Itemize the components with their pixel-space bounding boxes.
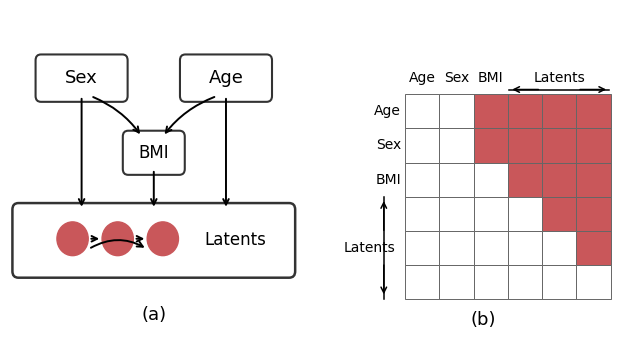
Bar (577, 163, 611, 197)
Bar (542, 265, 577, 299)
Bar (439, 94, 474, 128)
Bar (439, 163, 474, 197)
Bar (577, 128, 611, 163)
FancyBboxPatch shape (12, 203, 295, 278)
Bar (474, 265, 508, 299)
Bar (508, 94, 542, 128)
Text: Sex: Sex (376, 139, 401, 152)
Text: Age: Age (209, 69, 243, 87)
Text: Latents: Latents (343, 241, 395, 255)
Bar (405, 128, 439, 163)
Bar (542, 163, 577, 197)
FancyBboxPatch shape (36, 54, 127, 102)
Bar (577, 265, 611, 299)
Bar (439, 197, 474, 231)
FancyBboxPatch shape (180, 54, 272, 102)
Bar (405, 231, 439, 265)
Bar (405, 94, 439, 128)
Text: BMI: BMI (138, 144, 169, 162)
Bar (439, 265, 474, 299)
Bar (508, 265, 542, 299)
Bar (508, 231, 542, 265)
Circle shape (102, 222, 133, 256)
Text: Age: Age (409, 71, 436, 85)
Text: Latents: Latents (533, 71, 585, 85)
FancyBboxPatch shape (123, 131, 185, 175)
Bar (474, 231, 508, 265)
Circle shape (147, 222, 179, 256)
Bar (405, 163, 439, 197)
Bar (474, 128, 508, 163)
Bar (542, 197, 577, 231)
Circle shape (57, 222, 88, 256)
Bar (577, 197, 611, 231)
Bar (577, 231, 611, 265)
Bar (474, 197, 508, 231)
Bar (542, 94, 577, 128)
Text: BMI: BMI (376, 172, 401, 187)
Text: Latents: Latents (204, 232, 266, 249)
Bar (439, 231, 474, 265)
Bar (542, 231, 577, 265)
Bar (474, 94, 508, 128)
Bar (577, 94, 611, 128)
Bar (542, 128, 577, 163)
Bar (405, 197, 439, 231)
Text: Sex: Sex (444, 71, 469, 85)
Text: BMI: BMI (478, 71, 504, 85)
Bar (474, 163, 508, 197)
Bar (508, 128, 542, 163)
Text: Sex: Sex (65, 69, 98, 87)
Bar (508, 163, 542, 197)
Bar (439, 128, 474, 163)
Bar (508, 197, 542, 231)
Bar (405, 265, 439, 299)
Text: Age: Age (374, 104, 401, 118)
Text: (a): (a) (141, 306, 166, 324)
Text: (b): (b) (470, 311, 496, 329)
